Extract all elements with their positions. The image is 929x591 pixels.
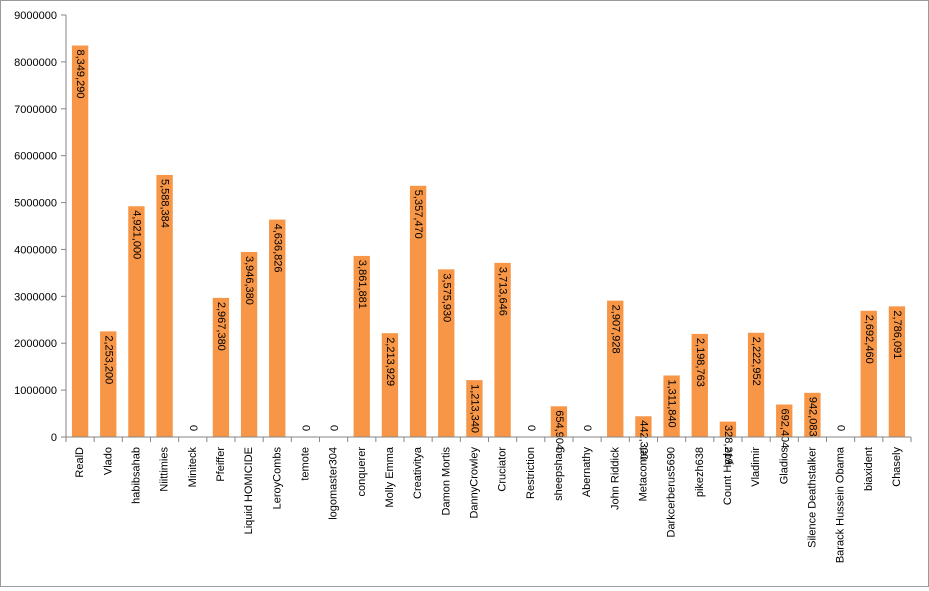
data-label: 1,213,340 (468, 384, 480, 433)
y-tick-label: 5000000 (14, 198, 57, 210)
data-label: 0 (525, 425, 537, 431)
y-tick-label: 3000000 (14, 291, 57, 303)
x-axis: RealD Vlado habibsahab Niittimies Miniteck Pf… (65, 436, 912, 563)
x-tick-label: Count Hyde (722, 447, 734, 505)
data-label: 1,311,840 (666, 379, 678, 427)
bar (240, 251, 258, 437)
bar (494, 262, 511, 437)
x-tick-label: Chasely (891, 447, 903, 487)
x-tick-label: Vladimir (750, 447, 762, 487)
data-label: 2,222,952 (750, 337, 762, 386)
data-label: 5,357,470 (412, 190, 424, 239)
data-label: 328,219 (722, 425, 734, 465)
x-tick-label: Restriction (525, 447, 537, 499)
x-tick-label: habibsahab (130, 447, 142, 504)
bar (212, 297, 230, 437)
data-label: 4,921,000 (130, 210, 142, 259)
x-tick-label: Pfeiffer (215, 447, 227, 482)
data-label: 2,907,928 (609, 305, 621, 354)
y-tick-label: 1000000 (14, 385, 57, 397)
x-tick-label: Vlado (102, 447, 114, 475)
x-tick-label: Silence Deathstalker (806, 447, 818, 548)
data-label: 654,904 (553, 410, 565, 450)
bar (353, 255, 370, 437)
y-axis: 0 1000000 2000000 3000000 4000000 5000000 6000… (14, 10, 67, 444)
x-tick-label: Barack Hussein Obama (835, 446, 847, 563)
x-tick-label: logomaster304 (328, 447, 340, 520)
data-label: 0 (835, 425, 847, 431)
bar (635, 416, 652, 437)
bar (438, 269, 455, 437)
y-tick-label: 2000000 (14, 338, 57, 350)
x-tick-label: Damon Mortis (440, 447, 452, 516)
data-label: 2,967,380 (215, 302, 227, 351)
data-label: 942,083 (806, 397, 818, 437)
x-tick-label: temote (299, 447, 311, 481)
data-label: 2,198,763 (694, 338, 706, 387)
x-tick-label: John Riddick (609, 447, 621, 510)
x-tick-label: Liquid HOMICIDE (243, 447, 255, 534)
x-tick-label: conquerer (356, 447, 368, 497)
y-tick-label: 7000000 (14, 104, 57, 116)
x-tick-label: biaxident (863, 447, 875, 491)
bar (156, 174, 173, 437)
bar (269, 219, 286, 437)
data-label: 0 (187, 425, 199, 431)
y-tick-label: 8000000 (14, 57, 57, 69)
x-tick-label: Miniteck (187, 447, 199, 488)
data-label: 2,253,200 (102, 335, 114, 384)
data-label: 692,404 (778, 409, 790, 449)
y-tick-label: 4000000 (14, 244, 57, 256)
x-tick-label: DannyCrowley (468, 447, 480, 519)
data-label: 0 (581, 425, 593, 431)
bar (860, 310, 877, 437)
bar (466, 380, 483, 437)
x-tick-label: Gladios (778, 447, 790, 485)
bar (607, 300, 624, 437)
x-tick-label: pikezh638 (694, 447, 706, 497)
data-label: 0 (328, 425, 340, 431)
bar (381, 333, 399, 437)
bar (747, 332, 765, 437)
bar (409, 185, 427, 437)
data-label: 442,300 (637, 420, 649, 460)
x-tick-label: Metacomet (637, 447, 649, 501)
x-tick-label: Molly Emma (384, 446, 396, 507)
bar (804, 392, 821, 437)
y-tick-label: 6000000 (14, 151, 57, 163)
data-label: 0 (299, 425, 311, 431)
data-label: 5,588,384 (159, 179, 171, 228)
x-tick-label: Creativitya (412, 446, 424, 499)
x-tick-label: Cruciator (497, 447, 509, 492)
bar (71, 45, 89, 437)
y-tick-label: 9000000 (14, 10, 57, 22)
x-tick-label: Darkcerberus5690 (666, 447, 678, 538)
bar (888, 306, 906, 437)
data-label: 3,946,380 (243, 256, 255, 305)
data-label: 2,786,091 (891, 310, 903, 359)
bar (128, 206, 145, 437)
data-label: 2,213,929 (384, 337, 396, 386)
x-tick-label: sheepshag (553, 447, 565, 501)
bar (100, 331, 117, 437)
bars: 8,349,290 2,253,200 4,921,000 5,588,384 0 2,9… (71, 45, 906, 465)
data-label: 8,349,290 (74, 50, 86, 99)
data-label: 3,713,646 (497, 267, 509, 316)
bar (691, 333, 708, 437)
y-tick-label: 0 (51, 432, 57, 444)
data-label: 3,575,930 (440, 273, 452, 322)
bar (550, 406, 568, 437)
x-tick-label: Abernathy (581, 447, 593, 498)
data-label: 4,636,826 (271, 224, 283, 273)
x-tick-label: RealD (74, 447, 86, 478)
x-tick-label: Niittimies (159, 447, 171, 492)
x-tick-label: LeroyCombs (271, 447, 283, 510)
data-label: 3,861,881 (356, 260, 368, 309)
bar (663, 375, 680, 437)
bar (719, 421, 737, 437)
bar (776, 404, 793, 437)
data-label: 2,692,460 (863, 315, 875, 364)
